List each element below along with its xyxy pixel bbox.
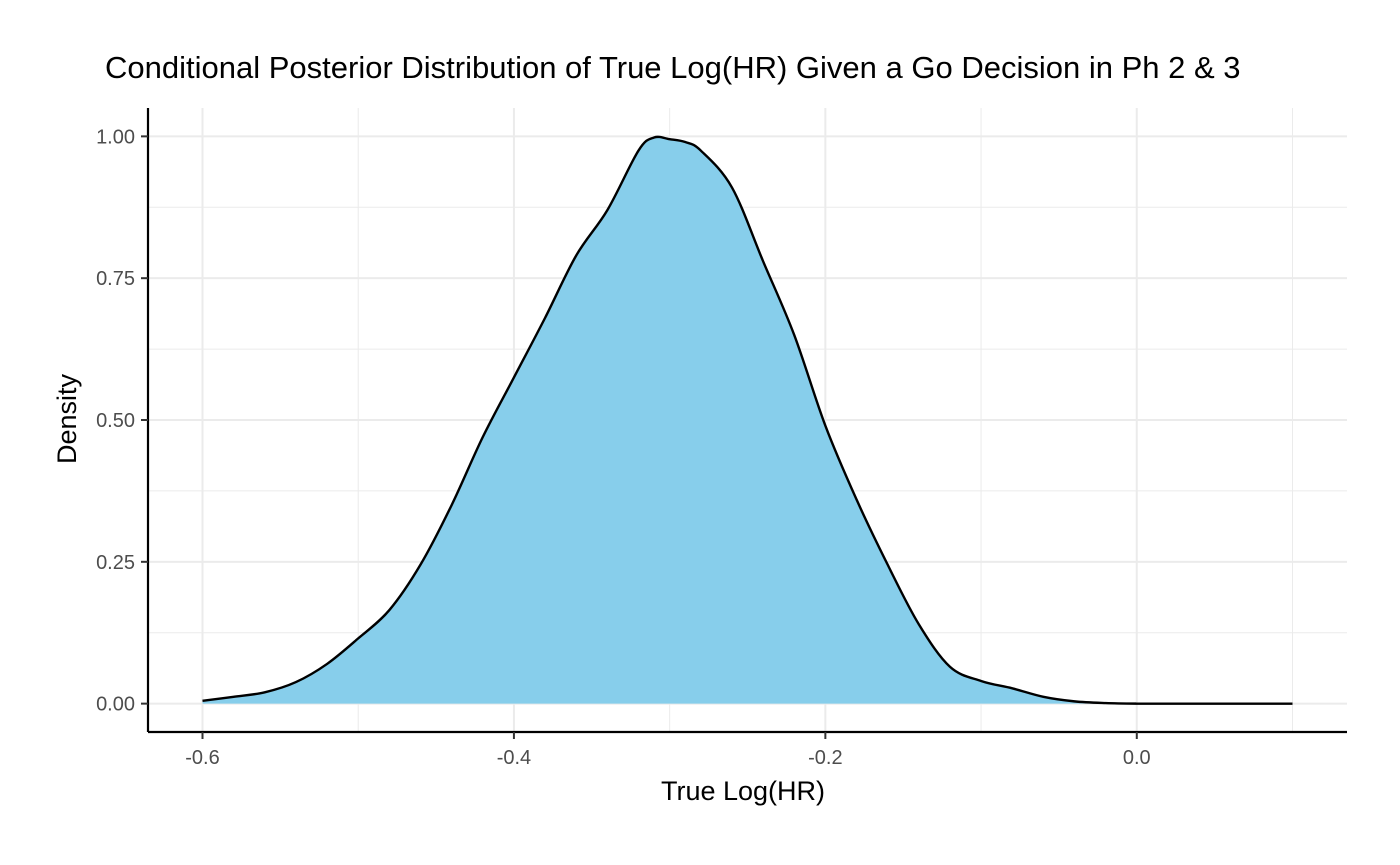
- y-tick-label: 0.50: [96, 410, 135, 432]
- chart-title: Conditional Posterior Distribution of Tr…: [105, 50, 1240, 85]
- y-tick-label: 0.00: [96, 694, 135, 716]
- y-ticks: 0.00 0.25 0.50 0.75 1.00: [96, 126, 148, 716]
- y-tick-label: 0.25: [96, 552, 135, 574]
- density-area: [202, 136, 1293, 704]
- x-ticks: -0.6 -0.4 -0.2 0.0: [185, 732, 1151, 769]
- y-tick-label: 1.00: [96, 126, 135, 148]
- x-tick-label: 0.0: [1123, 747, 1151, 769]
- x-axis-title: True Log(HR): [661, 776, 825, 806]
- x-tick-label: -0.6: [185, 747, 219, 769]
- density-curve: [202, 135, 1293, 705]
- x-tick-label: -0.4: [497, 747, 531, 769]
- x-tick-label: -0.2: [808, 747, 842, 769]
- y-tick-label: 0.75: [96, 268, 135, 290]
- y-axis-title: Density: [52, 373, 82, 464]
